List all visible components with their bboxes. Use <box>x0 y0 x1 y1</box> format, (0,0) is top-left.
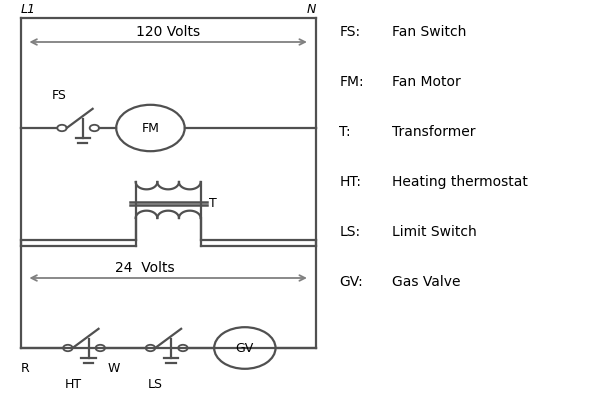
Text: LS: LS <box>148 378 162 391</box>
Text: FM: FM <box>142 122 159 134</box>
Text: W: W <box>107 362 120 375</box>
Text: HT: HT <box>65 378 82 391</box>
Text: FM:: FM: <box>339 75 364 89</box>
Text: FS: FS <box>51 89 67 102</box>
Text: Limit Switch: Limit Switch <box>392 225 477 239</box>
Text: GV: GV <box>236 342 254 354</box>
Text: LS:: LS: <box>339 225 360 239</box>
Text: N: N <box>306 3 316 16</box>
Text: HT:: HT: <box>339 175 361 189</box>
Text: L1: L1 <box>21 3 35 16</box>
Text: GV:: GV: <box>339 275 363 289</box>
Text: FS:: FS: <box>339 25 360 39</box>
Text: T: T <box>209 197 217 210</box>
Text: T:: T: <box>339 125 351 139</box>
Text: R: R <box>21 362 30 375</box>
Text: Heating thermostat: Heating thermostat <box>392 175 528 189</box>
Text: Fan Motor: Fan Motor <box>392 75 461 89</box>
Text: Gas Valve: Gas Valve <box>392 275 461 289</box>
Text: 24  Volts: 24 Volts <box>114 261 175 275</box>
Text: 120 Volts: 120 Volts <box>136 25 200 39</box>
Text: Fan Switch: Fan Switch <box>392 25 467 39</box>
Text: Transformer: Transformer <box>392 125 476 139</box>
